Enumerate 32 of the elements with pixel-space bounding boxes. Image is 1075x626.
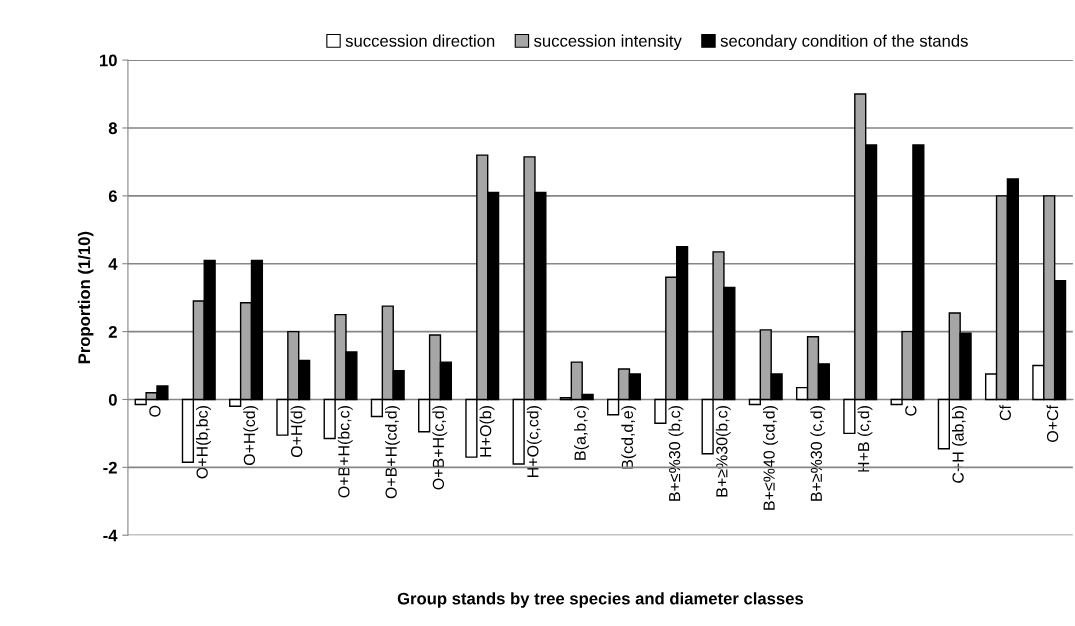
y-tick-label: 2 xyxy=(108,326,117,338)
x-tick-label: B+≤%40 (cd,d) xyxy=(763,406,778,510)
x-tick-label: B(a,b,c) xyxy=(574,406,589,460)
x-tick-label: O+B+H(cd,d) xyxy=(385,406,400,499)
x-tick-label: B+≥%30(b,c) xyxy=(715,406,731,497)
y-tick-label: 6 xyxy=(108,190,117,203)
x-tick-label: B+≥%30 (c,d) xyxy=(810,406,826,501)
y-tick-label: 4 xyxy=(108,258,118,270)
x-tick-label: H+B (c,d) xyxy=(857,406,873,472)
x-tick-label: B(cd,d,e) xyxy=(621,406,637,469)
x-tick-label: H+O(c,cd) xyxy=(526,406,542,477)
x-tick-label: O+H(cd) xyxy=(243,406,259,466)
x-tick-label: B+≤%30 (b,c) xyxy=(668,406,684,501)
y-axis-title: Proportion (1/10) xyxy=(77,231,94,364)
legend-label: secondary condition of the stands xyxy=(720,34,968,51)
x-tick-label: O+B+H(bc,c) xyxy=(337,406,353,498)
x-tick-label: O+H(b,bc) xyxy=(196,406,211,479)
y-tick-label: 10 xyxy=(100,54,117,67)
x-tick-label: O+H(d) xyxy=(290,406,306,458)
x-tick-label: Cf xyxy=(999,405,1011,421)
x-tick-label: O+Cf xyxy=(1046,405,1059,442)
x-tick-label: O xyxy=(149,405,161,417)
x-tick-label: C xyxy=(905,405,917,416)
y-tick-label: 0 xyxy=(108,393,117,406)
y-tick-label: -4 xyxy=(103,529,118,542)
y-tick-label: 8 xyxy=(108,122,117,135)
y-tick-label: -2 xyxy=(103,461,117,474)
x-tick-label: H+O(b) xyxy=(479,406,495,457)
legend-label: succession direction xyxy=(345,34,495,47)
x-tick-label: O+B+H(c,d) xyxy=(432,406,448,490)
legend-label: succession intensity xyxy=(534,34,682,51)
x-axis-title: Group stands by tree species and diameter classes xyxy=(397,592,804,608)
